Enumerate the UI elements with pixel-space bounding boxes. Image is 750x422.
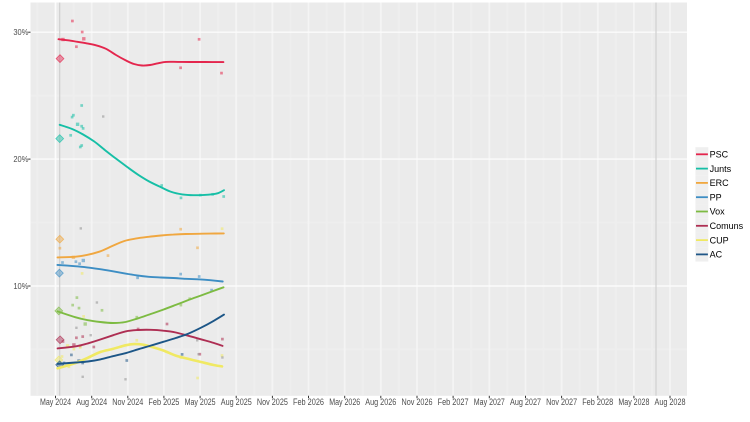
- svg-text:Feb 2028: Feb 2028: [582, 397, 613, 407]
- svg-text:Aug 2024: Aug 2024: [76, 397, 107, 407]
- svg-text:May 2025: May 2025: [185, 397, 216, 407]
- svg-text:PP: PP: [710, 192, 722, 202]
- svg-text:AC: AC: [710, 250, 723, 260]
- svg-text:May 2028: May 2028: [618, 397, 649, 407]
- svg-text:Nov 2026: Nov 2026: [402, 397, 433, 407]
- svg-text:Feb 2026: Feb 2026: [293, 397, 324, 407]
- svg-text:Aug 2028: Aug 2028: [655, 397, 686, 407]
- svg-text:Feb 2027: Feb 2027: [438, 397, 469, 407]
- svg-text:Aug 2026: Aug 2026: [365, 397, 396, 407]
- svg-text:Comuns: Comuns: [710, 221, 744, 231]
- svg-text:Junts: Junts: [710, 164, 732, 174]
- svg-text:Aug 2025: Aug 2025: [221, 397, 252, 407]
- svg-text:May 2024: May 2024: [40, 397, 71, 407]
- svg-text:ERC: ERC: [710, 178, 730, 188]
- svg-text:May 2026: May 2026: [329, 397, 360, 407]
- svg-text:Aug 2027: Aug 2027: [510, 397, 541, 407]
- svg-text:Feb 2025: Feb 2025: [148, 397, 179, 407]
- svg-text:Nov 2025: Nov 2025: [257, 397, 288, 407]
- svg-text:30%: 30%: [13, 28, 28, 37]
- svg-text:Nov 2027: Nov 2027: [546, 397, 577, 407]
- svg-text:Nov 2024: Nov 2024: [112, 397, 143, 407]
- svg-text:May 2027: May 2027: [474, 397, 505, 407]
- svg-text:CUP: CUP: [710, 235, 729, 245]
- svg-text:10%: 10%: [13, 282, 28, 291]
- svg-text:20%: 20%: [13, 155, 28, 164]
- svg-text:PSC: PSC: [710, 150, 729, 160]
- svg-text:Vox: Vox: [710, 207, 726, 217]
